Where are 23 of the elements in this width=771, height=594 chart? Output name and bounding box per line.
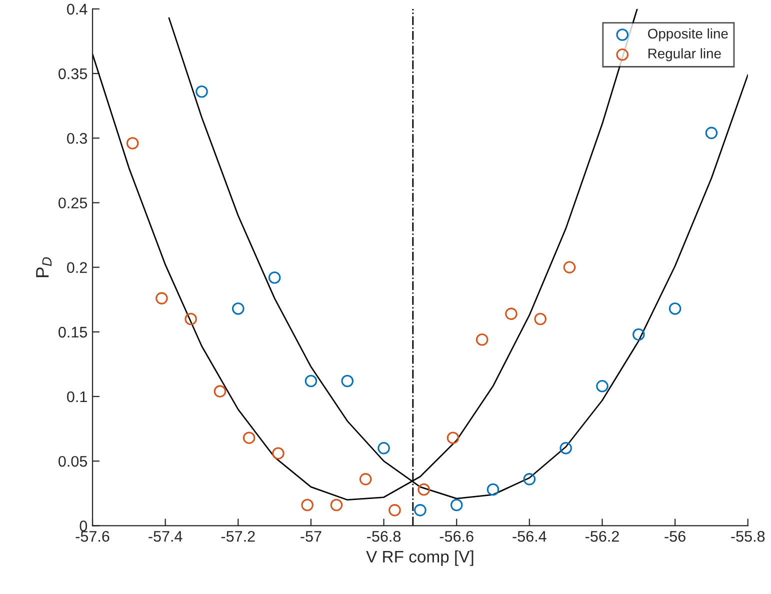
- x-tick-label: -57.2: [221, 530, 255, 542]
- x-tick-label: -56.2: [586, 530, 619, 542]
- y-tick-label: 0: [80, 520, 88, 532]
- y-tick-label: 0.3: [67, 132, 87, 144]
- y-tick-label: 0.15: [58, 326, 88, 338]
- x-tick-label: -56.6: [440, 530, 474, 542]
- y-tick-label: 0.05: [58, 456, 88, 467]
- x-tick-label: -55.8: [731, 530, 765, 542]
- y-axis-title: P$_{D}$: [36, 257, 52, 278]
- x-tick-label: -56: [664, 530, 686, 542]
- legend-label: Regular line: [648, 48, 721, 62]
- x-axis-title: V RF comp [V]: [366, 550, 474, 566]
- y-tick-label: 0.1: [67, 391, 87, 402]
- y-tick-label: 0.25: [58, 198, 88, 208]
- x-tick-label: -56.4: [512, 530, 546, 542]
- legend-label: Opposite line: [648, 28, 728, 42]
- x-tick-label: -57.4: [148, 531, 182, 542]
- y-tick-label: 0.35: [58, 68, 88, 80]
- y-tick-label: 0.2: [67, 262, 87, 273]
- x-tick-label: -57.6: [76, 530, 110, 542]
- x-tick-label: -56.8: [367, 530, 401, 542]
- y-tick-label: 0.4: [67, 4, 88, 15]
- x-tick-label: -57: [300, 531, 322, 542]
